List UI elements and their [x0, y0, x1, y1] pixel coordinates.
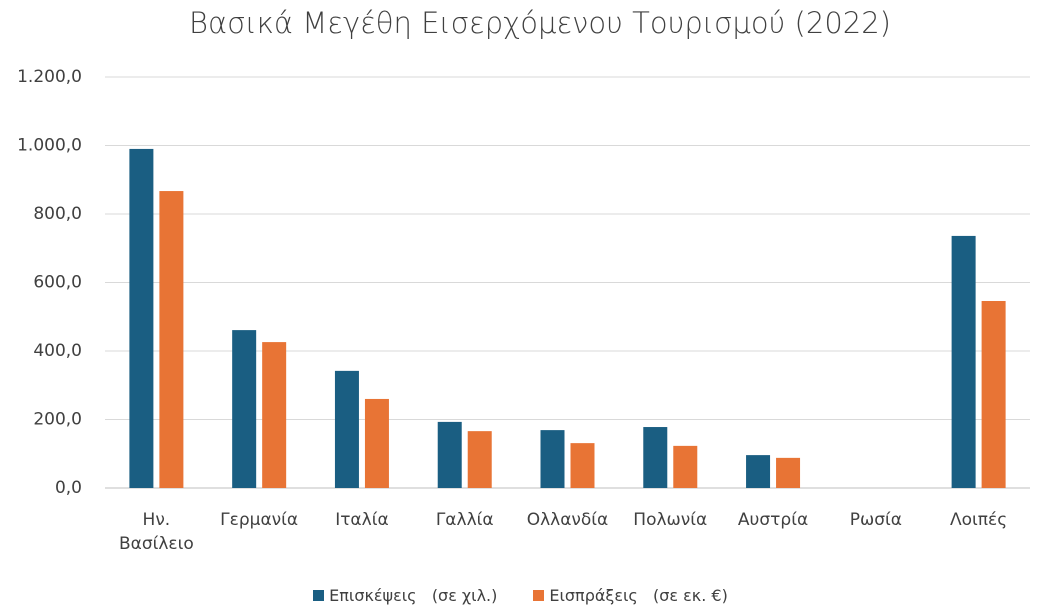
y-tick-label: 800,0: [33, 204, 82, 224]
legend: Επισκέψεις (σε χιλ.) Εισπράξεις (σε εκ. €…: [0, 586, 1041, 605]
y-tick-label: 1.000,0: [17, 136, 82, 156]
x-tick-label: Ιταλία: [335, 510, 389, 530]
x-tick-label: Λοιπές: [950, 510, 1008, 530]
x-tick-label: Πολωνία: [633, 510, 708, 530]
legend-label: Επισκέψεις (σε χιλ.): [329, 586, 498, 605]
x-tick-label: Γερμανία: [220, 510, 299, 530]
x-tick-label: Αυστρία: [737, 510, 809, 530]
bar: [129, 148, 154, 489]
legend-swatch: [313, 590, 325, 601]
bar: [232, 330, 257, 488]
bar: [262, 342, 287, 488]
legend-label: Εισπράξεις (σε εκ. €): [549, 586, 728, 605]
chart-title: Βασικά Μεγέθη Εισερχόμενου Τουρισμού (20…: [189, 6, 891, 40]
legend-item: Εισπράξεις (σε εκ. €): [533, 586, 728, 605]
bar: [776, 457, 801, 488]
x-tick-label: Ην. Βασίλειο: [118, 510, 194, 554]
legend-swatch: [533, 590, 545, 601]
bar: [643, 427, 668, 488]
bar: [951, 235, 976, 488]
x-tick-label: Ρωσία: [849, 510, 902, 530]
bar: [467, 431, 492, 488]
x-tick-label: Ολλανδία: [526, 510, 609, 530]
legend-item: Επισκέψεις (σε χιλ.): [313, 586, 497, 605]
y-tick-label: 200,0: [33, 410, 82, 430]
x-tick-label: Γαλλία: [435, 510, 494, 530]
bar: [364, 398, 389, 488]
bar: [334, 370, 359, 488]
bar: [981, 300, 1006, 488]
y-tick-label: 1.200,0: [17, 67, 82, 87]
bar: [159, 191, 184, 489]
y-tick-label: 400,0: [33, 341, 82, 361]
y-tick-label: 0,0: [55, 478, 82, 498]
bar: [540, 430, 565, 488]
bar: [437, 421, 462, 488]
bar: [673, 445, 698, 488]
bar: [570, 443, 595, 488]
bar: [746, 455, 771, 488]
y-tick-label: 600,0: [33, 273, 82, 293]
